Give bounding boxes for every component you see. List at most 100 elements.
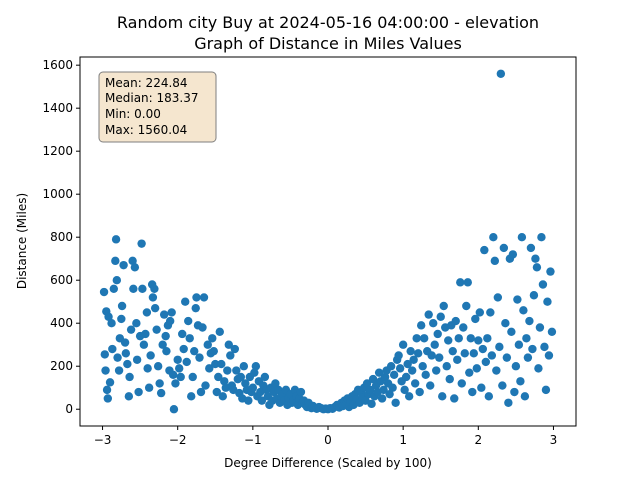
data-point: [167, 308, 176, 317]
data-point: [103, 394, 113, 403]
axis-ticks: −3 −2 −1 0 1 2 3 0 200 400 600 800 1000 1200 1400 1600: [42, 58, 557, 447]
data-point: [143, 364, 152, 373]
data-point: [107, 319, 116, 328]
data-point: [181, 297, 190, 306]
data-point: [531, 254, 540, 263]
x-tick-label: 0: [324, 433, 332, 447]
data-point: [156, 388, 166, 398]
data-point: [195, 353, 204, 362]
y-tick-label: 0: [65, 402, 73, 416]
data-point: [153, 362, 163, 371]
data-point: [132, 355, 142, 364]
data-point: [188, 372, 197, 382]
data-point: [480, 245, 489, 255]
data-point: [296, 387, 306, 397]
data-point: [526, 243, 536, 253]
data-point: [201, 381, 210, 390]
data-point: [386, 362, 396, 371]
data-point: [232, 366, 241, 375]
data-point: [367, 399, 376, 409]
data-point: [426, 381, 435, 390]
data-point: [391, 398, 400, 407]
data-point: [463, 278, 472, 287]
data-point: [218, 392, 227, 401]
data-point: [175, 364, 184, 373]
data-point: [534, 364, 543, 373]
data-point: [134, 387, 143, 397]
data-point: [105, 378, 115, 387]
data-point: [117, 301, 127, 311]
data-point: [224, 340, 233, 349]
data-point: [432, 366, 441, 375]
data-point: [407, 366, 417, 375]
data-point: [203, 340, 212, 349]
data-point: [190, 346, 199, 356]
data-point: [248, 383, 258, 392]
x-tick-label: 1: [399, 433, 407, 447]
data-point: [150, 303, 160, 313]
data-point: [388, 383, 397, 392]
data-point: [104, 312, 113, 321]
x-tick-label: −3: [94, 433, 112, 447]
data-point: [400, 385, 409, 395]
data-point: [523, 353, 533, 362]
data-points: [99, 69, 557, 414]
data-point: [226, 351, 235, 360]
data-point: [178, 329, 187, 339]
data-point: [427, 351, 436, 360]
stats-median: Median: 183.37: [105, 91, 199, 105]
data-point: [173, 355, 182, 364]
data-point: [111, 256, 120, 266]
data-point: [406, 346, 415, 356]
y-tick-label: 400: [50, 316, 73, 330]
data-point: [487, 351, 497, 360]
data-point: [410, 379, 420, 388]
y-tick-label: 1600: [42, 58, 73, 72]
data-point: [538, 280, 548, 289]
data-point: [211, 359, 220, 369]
data-point: [445, 374, 454, 384]
data-point: [433, 329, 442, 339]
chart-title-line-1: Random city Buy at 2024-05-16 04:00:00 -…: [117, 13, 539, 32]
data-point: [528, 344, 537, 354]
data-point: [546, 267, 555, 276]
data-point: [129, 284, 138, 294]
data-point: [132, 319, 141, 328]
stats-min: Min: 0.00: [105, 107, 161, 121]
data-point: [223, 366, 232, 375]
data-point: [99, 287, 109, 297]
data-point: [477, 383, 486, 392]
data-point: [121, 349, 131, 358]
data-point: [456, 278, 465, 287]
data-point: [415, 387, 424, 397]
data-point: [544, 351, 554, 360]
data-point: [377, 394, 387, 403]
data-point: [474, 336, 483, 345]
data-point: [499, 243, 509, 253]
data-point: [144, 383, 154, 392]
data-point: [184, 316, 193, 326]
stats-box-background: [98, 71, 217, 143]
data-point: [424, 310, 433, 319]
data-point: [101, 366, 110, 375]
data-point: [124, 392, 134, 401]
data-point: [239, 362, 249, 371]
x-tick-label: −1: [244, 433, 262, 447]
data-point: [495, 342, 504, 352]
data-point: [401, 372, 411, 382]
data-point: [520, 392, 530, 401]
data-point: [368, 374, 378, 384]
data-point: [466, 334, 475, 343]
data-point: [196, 387, 206, 397]
data-point: [483, 334, 492, 343]
data-point: [139, 340, 149, 349]
data-point: [513, 295, 522, 304]
data-point: [436, 312, 445, 321]
data-point: [162, 346, 171, 356]
data-point: [475, 308, 485, 317]
data-point: [179, 344, 188, 354]
data-point: [472, 364, 481, 373]
stats-mean: Mean: 224.84: [105, 76, 188, 90]
data-point: [498, 381, 507, 390]
